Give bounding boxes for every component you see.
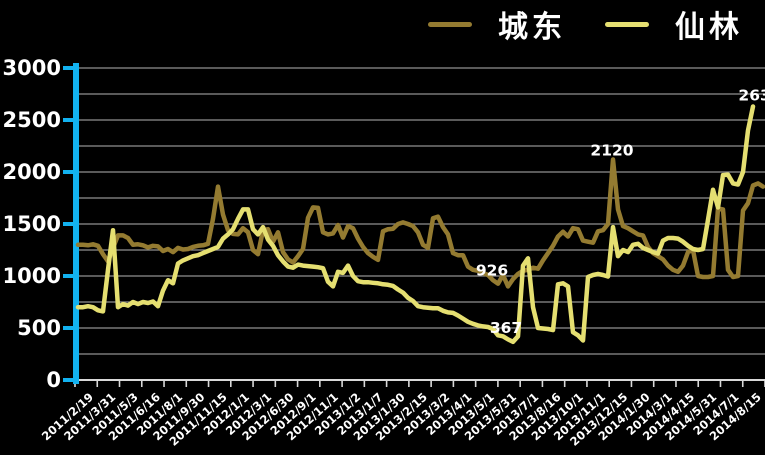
data-label-2120: 2120 bbox=[590, 142, 633, 160]
legend-label-chengdong: 城东 bbox=[498, 10, 566, 45]
data-label-2630: 2630 bbox=[738, 86, 765, 104]
y-axis-label: 1000 bbox=[3, 264, 61, 288]
y-axis-label: 0 bbox=[46, 368, 61, 392]
data-label-926: 926 bbox=[476, 262, 508, 280]
y-axis-label: 2000 bbox=[3, 160, 61, 184]
legend-item-chengdong: 城东 bbox=[428, 2, 566, 46]
chart-legend: 城东 仙林 bbox=[428, 2, 743, 46]
y-axis-label: 3000 bbox=[3, 56, 61, 80]
series-line-xianlin bbox=[75, 104, 756, 345]
chengdong-line-swatch bbox=[428, 21, 472, 27]
data-label-367: 367 bbox=[490, 319, 522, 337]
y-axis-label: 2500 bbox=[3, 108, 61, 132]
legend-label-xianlin: 仙林 bbox=[675, 10, 743, 45]
y-axis-label: 1500 bbox=[3, 212, 61, 236]
xianlin-line-swatch bbox=[605, 21, 649, 27]
legend-item-xianlin: 仙林 bbox=[605, 2, 743, 46]
series-line-chengdong bbox=[75, 157, 765, 289]
y-axis-label: 500 bbox=[17, 316, 61, 340]
